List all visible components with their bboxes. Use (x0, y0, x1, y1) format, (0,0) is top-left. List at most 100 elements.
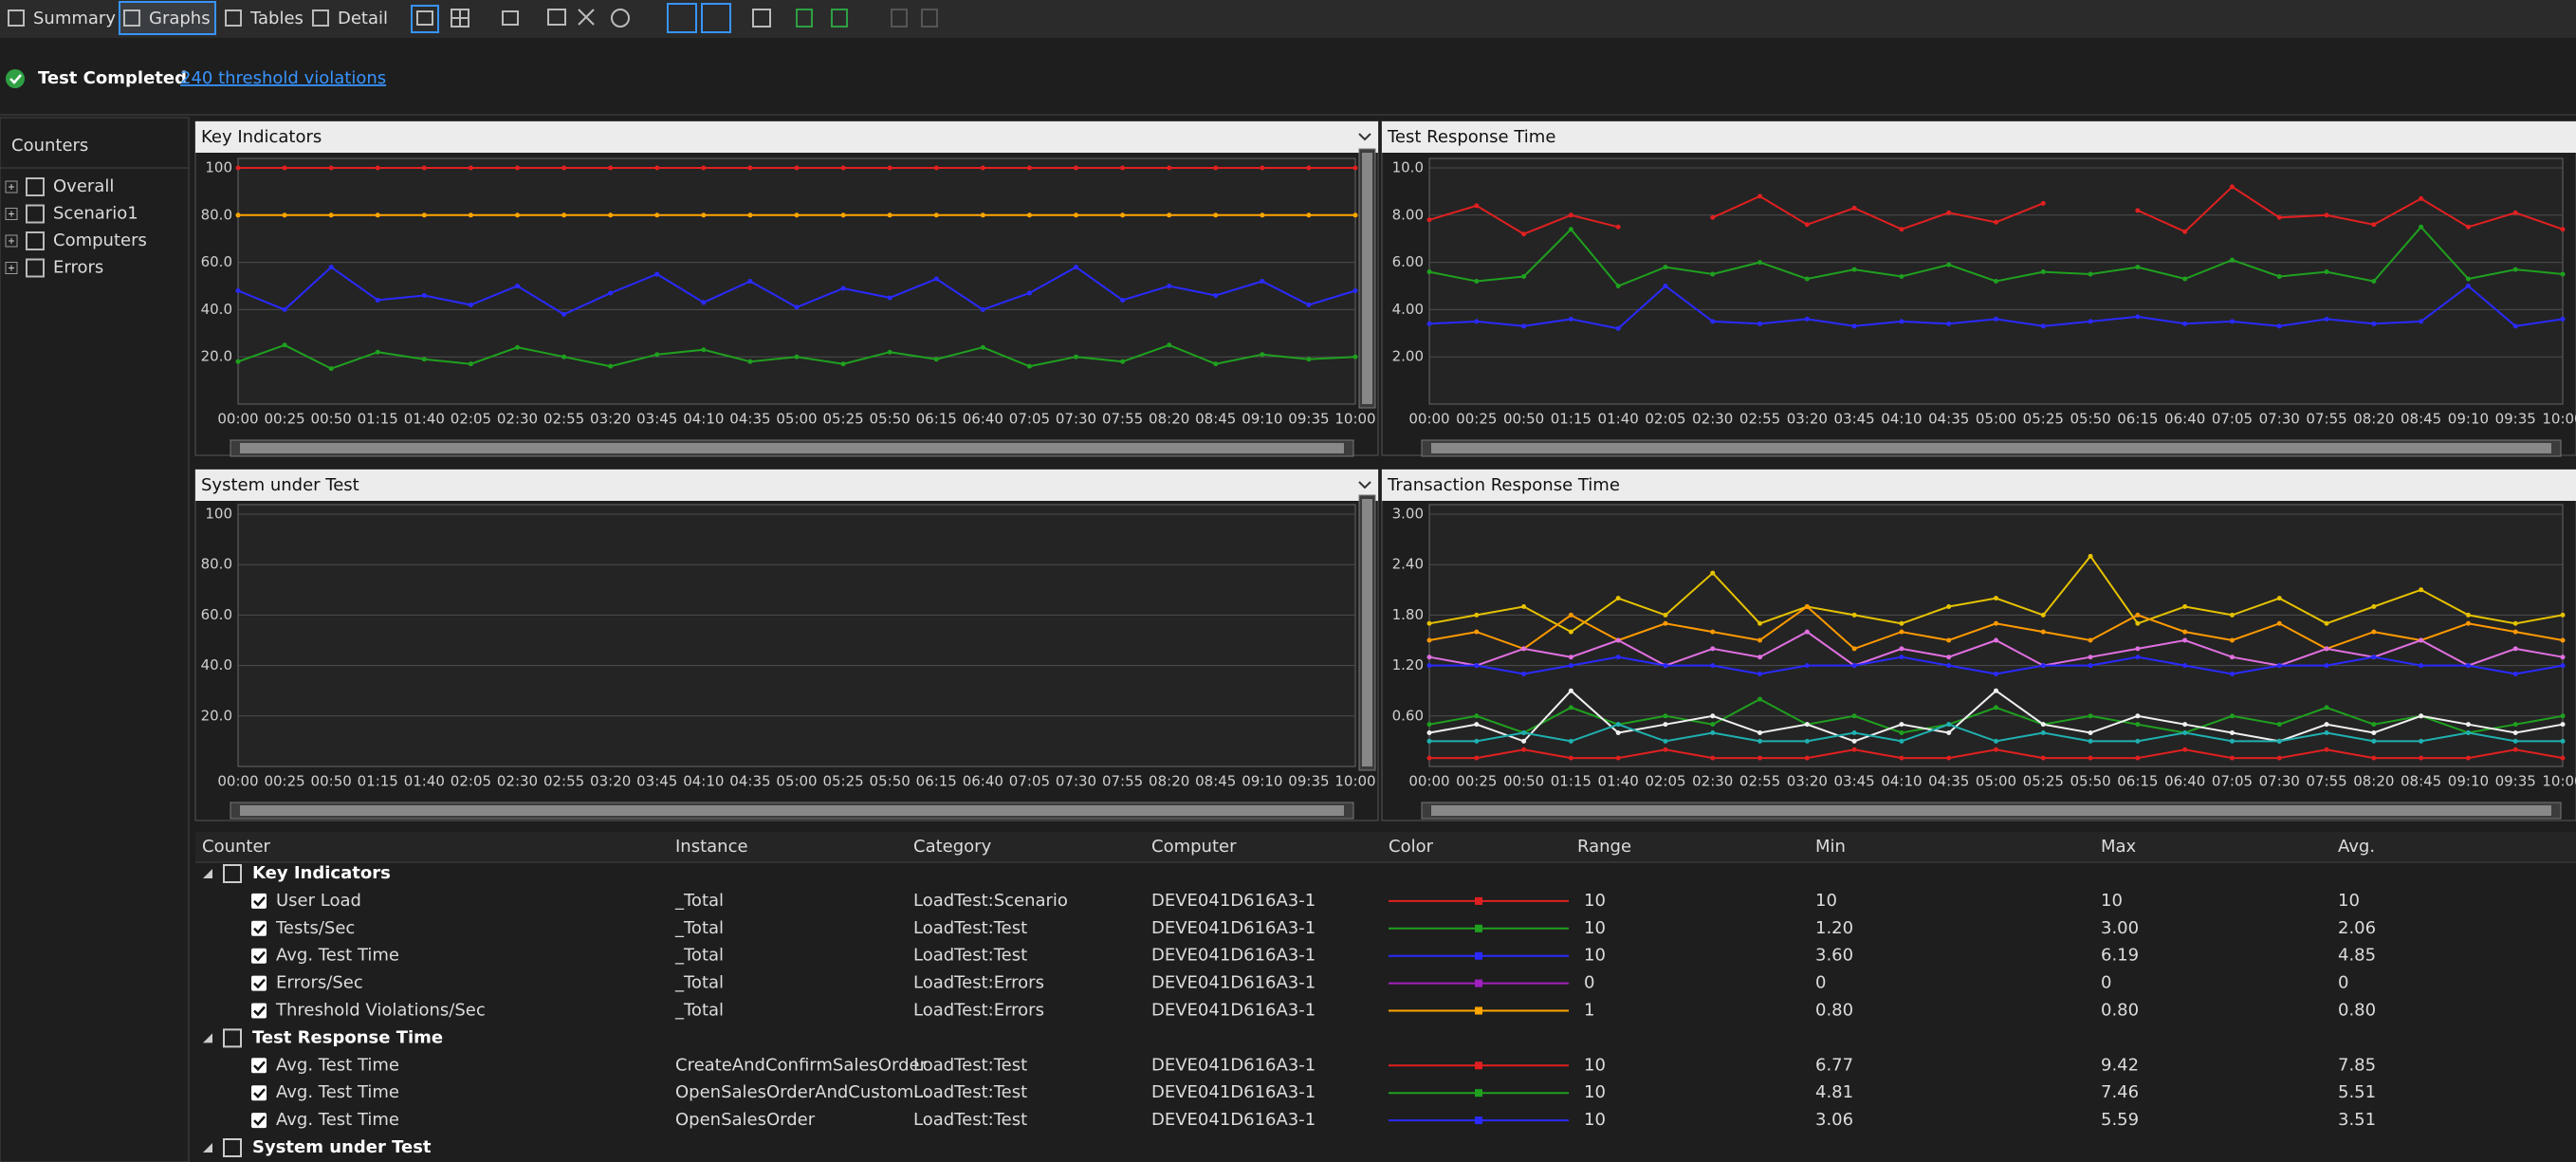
series-point (1352, 165, 1358, 171)
series-point (2560, 713, 2566, 719)
series-point (2371, 722, 2377, 728)
x-tick-label: 05:50 (2070, 773, 2110, 790)
series-point (2088, 553, 2093, 559)
h-scroll-thumb[interactable] (1431, 805, 2551, 816)
series-point (2229, 730, 2235, 736)
series-point (2512, 323, 2518, 329)
row-checkbox[interactable] (251, 920, 267, 936)
series-point (1521, 730, 1527, 736)
h-scroll-thumb[interactable] (240, 805, 1344, 816)
x-tick-label: 00:50 (1503, 773, 1544, 790)
series-point (933, 276, 939, 282)
x-tick-label: 08:20 (1149, 411, 1189, 428)
y-tick-label: 100 (205, 506, 232, 523)
counter-icon (26, 177, 45, 196)
h-scroll-thumb[interactable] (240, 443, 1344, 453)
series-point (747, 359, 753, 364)
y-tick-label: 80.0 (201, 206, 232, 223)
series-point (375, 212, 380, 218)
series-point (1899, 274, 1904, 280)
column-header: Counter (202, 837, 271, 857)
series-point (1120, 359, 1126, 364)
x-tick-label: 03:20 (590, 773, 631, 790)
x-tick-label: 06:15 (2117, 411, 2158, 428)
series-point (2512, 722, 2518, 728)
row-stat: 10 (1584, 946, 1606, 966)
row-checkbox[interactable] (251, 975, 267, 991)
series-point (468, 302, 473, 307)
series-point (1074, 354, 1078, 360)
row-checkbox[interactable] (251, 893, 267, 909)
series-point (2135, 265, 2141, 270)
series-point (1426, 217, 1432, 223)
x-tick-label: 05:00 (1976, 411, 2016, 428)
row-checkbox[interactable] (251, 1113, 267, 1129)
row-stat: 0.80 (2338, 1001, 2376, 1021)
tab[interactable]: Tables (249, 9, 304, 28)
violations-link[interactable]: 240 threshold violations (180, 68, 386, 88)
series-point (2465, 612, 2471, 618)
row-checkbox[interactable] (251, 1003, 267, 1019)
series-point (1899, 629, 1904, 635)
series-point (1851, 267, 1857, 272)
row-cell: Avg. Test Time (276, 1055, 399, 1075)
series-point (2324, 646, 2329, 652)
x-tick-label: 07:30 (1056, 411, 1096, 428)
series-point (421, 292, 427, 298)
series-point (2276, 738, 2282, 744)
x-tick-label: 02:55 (543, 411, 584, 428)
series-point (1946, 210, 1952, 215)
series-point (561, 354, 567, 360)
series-point (2371, 730, 2377, 736)
series-point (1710, 713, 1716, 719)
counter-item[interactable]: Errors (53, 258, 103, 278)
series-point (1757, 738, 1763, 744)
series-point (1757, 637, 1763, 643)
tab-icon (312, 9, 329, 27)
series-point (328, 212, 334, 218)
series-point (1426, 663, 1432, 669)
row-stat: 2.06 (2338, 918, 2376, 938)
series-point (2512, 267, 2518, 272)
v-scroll-thumb[interactable] (1362, 499, 1372, 766)
graph-title-bar (195, 121, 1378, 153)
series-point (375, 165, 380, 171)
series-point (1306, 357, 1312, 362)
row-checkbox[interactable] (251, 948, 267, 964)
series-point (1615, 325, 1621, 331)
series-point (1521, 231, 1527, 237)
series-point (2324, 269, 2329, 275)
row-checkbox[interactable] (251, 1085, 267, 1101)
row-stat: 10 (1584, 1082, 1606, 1102)
x-tick-label: 01:40 (404, 773, 445, 790)
tab[interactable]: Detail (338, 9, 388, 28)
series-point (1994, 219, 1998, 225)
series-point (2512, 738, 2518, 744)
series-point (1851, 646, 1857, 652)
y-tick-label: 80.0 (201, 556, 232, 573)
x-tick-label: 09:10 (1242, 773, 1282, 790)
series-point (1710, 214, 1716, 220)
h-scroll-thumb[interactable] (1431, 443, 2551, 453)
x-tick-label: 01:15 (358, 773, 398, 790)
series-point (2229, 671, 2235, 676)
counter-item[interactable]: Scenario1 (53, 204, 138, 224)
series-point (2135, 620, 2141, 626)
tab[interactable]: Graphs (149, 9, 211, 28)
row-check (253, 1116, 266, 1126)
counter-item[interactable]: Computers (53, 231, 147, 250)
series-point (1167, 284, 1172, 288)
tab[interactable]: Summary (33, 9, 116, 28)
row-checkbox[interactable] (251, 1058, 267, 1074)
series-point (1568, 688, 1573, 693)
series-point (608, 290, 614, 296)
series-point (2276, 722, 2282, 728)
y-tick-label: 8.00 (1392, 206, 1424, 223)
series-point (1710, 319, 1716, 324)
v-scroll-thumb[interactable] (1362, 153, 1372, 404)
series-point (2229, 755, 2235, 761)
counter-item[interactable]: Overall (53, 176, 114, 196)
row-cell: DEVE041D616A3-1 (1151, 1110, 1316, 1130)
series-point (1946, 637, 1952, 643)
row-stat: 1 (1584, 1001, 1594, 1021)
